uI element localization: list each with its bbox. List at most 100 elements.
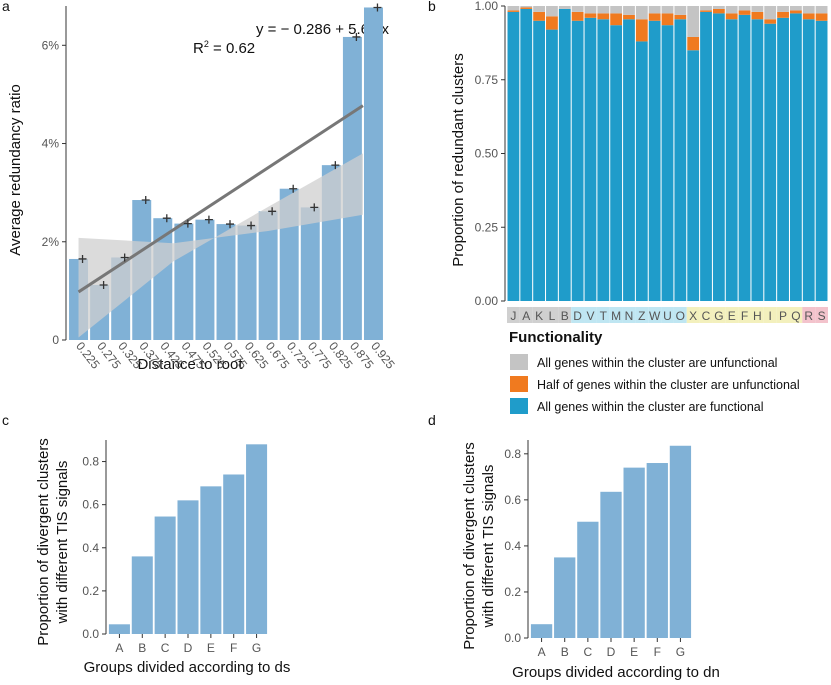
panel-a-point-0.475: [183, 219, 192, 228]
panel-b-bar-C-segment-2: [700, 6, 712, 11]
panel-b-bar-Q-segment-0: [789, 13, 802, 301]
panel-b-chart: Proportion of redundant clusters Functio…: [450, 0, 828, 414]
panel-b-bar-X-segment-2: [687, 6, 700, 37]
panel-b-bar-Z-segment-1: [635, 19, 648, 42]
panel-b-bar-C-segment-0: [700, 11, 712, 302]
panel-b-category-strip-N: [622, 307, 636, 323]
panel-a-bar-0.775: [300, 207, 320, 340]
panel-c-ytick-label: 0.0: [82, 627, 99, 641]
panel-b-bar-M-segment-0: [610, 25, 623, 302]
panel-b-bar-I-segment-0: [764, 23, 777, 301]
panel-a-trend-line: [77, 104, 364, 294]
panel-b-xlabel: Functionality: [509, 329, 603, 346]
panel-b-xtick-label: W: [649, 309, 661, 323]
panel-b-bar-P-segment-2: [777, 6, 789, 12]
panel-b-category-strip-I: [763, 307, 777, 323]
panel-d-ylabel-line2: with different TIS signals: [480, 465, 497, 629]
panel-c-xtick-label: D: [184, 641, 193, 655]
panel-b-xtick-label: T: [600, 309, 608, 323]
panel-b-bar-I-segment-2: [764, 6, 777, 20]
panel-b-bar-X-segment-0: [687, 50, 700, 301]
panel-b-bar-L-segment-0: [546, 29, 558, 301]
panel-b-bar-R-segment-1: [802, 13, 815, 20]
panel-a-bar-0.525: [195, 219, 215, 340]
panel-b-legend-label: Half of genes within the cluster are unf…: [537, 378, 800, 392]
panel-a-point-0.675: [268, 207, 277, 216]
panel-c-ytick-label: 0.2: [82, 584, 99, 598]
panel-a-point-0.725: [289, 184, 298, 193]
panel-b-xtick-label: S: [818, 309, 826, 323]
panel-b-bar-V-segment-0: [584, 17, 597, 302]
panel-b-category-strip-F: [738, 307, 751, 323]
panel-b-category-strip-D: [571, 307, 585, 323]
panel-b-bar-N-segment-2: [623, 6, 635, 15]
panel-a-point-0.425: [162, 214, 171, 223]
panel-c-xlabel: Groups divided according to ds: [84, 659, 291, 676]
panel-b-bar-Z-segment-0: [635, 41, 648, 302]
panel-b-ytick-label: 0.25: [475, 220, 499, 234]
panel-b-bar-F-segment-0: [738, 14, 751, 301]
panel-a-point-0.525: [204, 215, 213, 224]
panel-c-xtick-label: B: [138, 641, 146, 655]
panel-d-xtick-label: E: [630, 645, 638, 659]
panel-d-ytick-label: 0.0: [504, 631, 521, 645]
panel-b-letter: b: [428, 0, 436, 14]
panel-b-bar-U-segment-0: [661, 25, 674, 302]
panel-a-point-0.375: [141, 196, 150, 205]
panel-b-bar-F-segment-2: [738, 6, 751, 11]
panel-c-letter: c: [2, 412, 9, 428]
panel-b-bar-U-segment-1: [661, 13, 674, 26]
panel-b-bar-W-segment-2: [648, 6, 661, 14]
panel-b-xtick-label: D: [573, 309, 582, 323]
panel-d-bar-G: [669, 445, 692, 638]
panel-b-bar-V-segment-2: [584, 6, 597, 14]
panel-b-bar-T-segment-2: [597, 6, 610, 14]
panel-b-bar-Q-segment-2: [789, 6, 802, 11]
panel-b-bar-U-segment-2: [661, 6, 674, 14]
panel-b-xtick-label: K: [535, 309, 543, 323]
panel-b-ytick-label: 1.00: [475, 0, 499, 13]
panel-a-r2: R2 = 0.62: [193, 39, 255, 57]
panel-b-legend-swatch: [510, 398, 528, 414]
panel-b-bar-E-segment-1: [725, 13, 738, 20]
panel-d-ytick-label: 0.8: [504, 447, 521, 461]
panel-b-category-strip-T: [596, 307, 610, 323]
panel-a-ytick-label: 0: [52, 333, 59, 347]
panel-b-xtick-label: P: [779, 309, 787, 323]
panel-b-bar-H-segment-2: [751, 6, 764, 12]
panel-c-ylabel-line2: with different TIS signals: [54, 461, 71, 625]
panel-a-point-0.775: [310, 203, 319, 212]
panel-d-ytick-label: 0.6: [504, 493, 521, 507]
panel-b-ylabel: Proportion of redundant clusters: [450, 53, 467, 266]
panel-a-bar-0.675: [258, 211, 278, 340]
panel-b-ytick-label: 0.00: [475, 294, 499, 308]
panel-b-bar-D-segment-1: [571, 11, 584, 21]
panel-a-point-0.325: [120, 253, 129, 262]
panel-c-ylabel-line1: Proportion of divergent clusters: [35, 438, 52, 646]
panel-b-xtick-label: Z: [638, 309, 645, 323]
panel-b-xtick-label: Q: [791, 309, 800, 323]
panel-b-bar-T-segment-1: [597, 13, 610, 20]
panel-b-bar-R-segment-0: [802, 19, 815, 302]
panel-b-xtick-label: G: [714, 309, 723, 323]
panel-d-bar-F: [646, 463, 668, 638]
panel-b-bar-C-segment-1: [700, 10, 712, 12]
panel-d-xtick-label: G: [676, 645, 685, 659]
panel-b-bar-K-segment-0: [533, 20, 546, 301]
panel-a-ytick-label: 2%: [42, 235, 60, 249]
panel-b-bar-W-segment-0: [648, 20, 661, 301]
panel-b-category-strip-P: [776, 307, 790, 323]
panel-b-xtick-label: M: [611, 309, 621, 323]
panel-b-category-strip-R: [802, 307, 816, 323]
panel-c-xtick-label: G: [252, 641, 261, 655]
panel-a-point-0.925: [373, 3, 382, 12]
panel-b-xtick-label: X: [689, 309, 697, 323]
panel-b-bar-D-segment-2: [571, 6, 584, 12]
panel-a-ytick-label: 4%: [42, 137, 60, 151]
panel-b-ytick-label: 0.75: [475, 73, 499, 87]
panel-a-r2-letter: R: [193, 40, 204, 57]
panel-b-legend-label: All genes within the cluster are functio…: [537, 400, 764, 414]
panel-b-bar-P-segment-1: [777, 11, 789, 18]
panel-a-bar-0.625: [237, 225, 257, 340]
